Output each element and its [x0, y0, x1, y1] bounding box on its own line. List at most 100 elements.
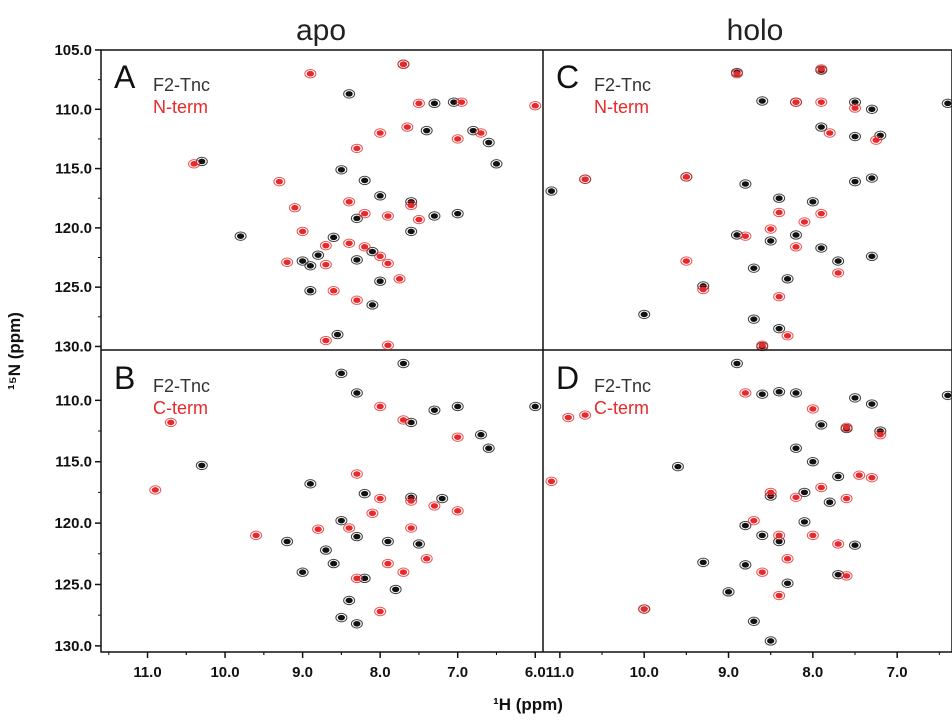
series-black-c-peak-ring — [638, 309, 651, 320]
series-black-b-peak — [345, 597, 353, 604]
series-red-c-peak — [817, 99, 825, 105]
series-black-a-peak-ring — [350, 213, 363, 224]
series-black-a-peak-ring — [420, 125, 433, 136]
series-red-d-peak-ring — [840, 571, 853, 581]
series-black-c-peak — [750, 316, 758, 322]
series-red-c-peak-ring — [789, 97, 802, 107]
legend-black-c: F2-Tnc — [594, 75, 651, 95]
series-red-a-peak — [384, 342, 392, 349]
series-black-d-peak-ring — [747, 616, 760, 627]
series-black-c-peak — [792, 232, 800, 238]
series-red-d-peak — [741, 390, 749, 396]
series-black-b-peak — [485, 445, 493, 452]
series-red-a-peak-ring — [358, 242, 371, 252]
x-axis-label: ¹H (ppm) — [493, 695, 563, 714]
series-red-d-peak — [842, 495, 851, 502]
series-red-c-peak-ring — [680, 256, 693, 266]
series-red-c-peak-ring — [773, 207, 786, 218]
series-red-d-peak — [792, 494, 800, 501]
series-red-a-peak — [306, 70, 314, 77]
series-red-b-peak-ring — [374, 606, 387, 617]
x-tick-label-d: 11.0 — [546, 664, 574, 681]
legend-black-a: F2-Tnc — [153, 75, 210, 95]
series-red-a-peak-ring — [412, 98, 425, 109]
series-black-b-peak-ring — [343, 595, 356, 606]
series-black-d-peak-ring — [865, 399, 878, 409]
series-red-b-peak — [314, 526, 322, 533]
series-black-d-peak — [834, 571, 842, 578]
series-black-a-peak — [306, 287, 314, 294]
series-red-b-peak-ring — [250, 530, 263, 541]
series-red-b-peak-ring — [451, 506, 464, 516]
series-black-b-peak-ring — [389, 584, 402, 595]
series-red-c-peak — [733, 70, 741, 77]
series-black-d-peak-ring — [798, 517, 811, 527]
series-black-d-peak — [724, 589, 733, 595]
series-red-a-peak — [322, 261, 330, 268]
series-black-b-peak — [337, 517, 345, 524]
series-red-d-peak-ring — [806, 404, 819, 414]
series-red-d-peak — [842, 573, 851, 579]
series-black-b-peak-ring — [335, 612, 348, 623]
series-red-d-peak — [775, 532, 783, 539]
series-black-a-peak-ring — [374, 276, 387, 286]
series-black-c-peak — [851, 133, 859, 140]
series-black-b-peak-ring — [350, 531, 363, 542]
series-black-b-peak-ring — [397, 358, 410, 369]
series-red-a-peak — [407, 202, 415, 209]
series-black-b-peak-ring — [436, 493, 449, 504]
series-black-a-peak-ring — [451, 208, 464, 219]
y-tick-label-b: 110.0 — [55, 392, 92, 409]
series-black-d-peak — [741, 522, 749, 529]
series-red-d-peak-ring — [806, 530, 819, 541]
series-red-a-peak — [361, 210, 369, 217]
series-black-d-peak-ring — [764, 636, 777, 646]
series-red-c-peak-ring — [764, 224, 777, 234]
series-red-c-peak — [581, 176, 589, 183]
series-red-b-peak — [151, 487, 159, 493]
series-black-a-peak-ring — [327, 232, 340, 243]
series-black-d-peak — [674, 463, 682, 470]
series-red-b-peak-ring — [350, 469, 363, 479]
legend-black-b: F2-Tnc — [153, 376, 210, 396]
series-red-a-peak-ring — [319, 335, 332, 346]
y-tick-label-a: 115.0 — [55, 161, 92, 178]
series-black-b-peak-ring — [195, 460, 208, 471]
series-red-d-peak — [547, 478, 556, 485]
legend-red-b: C-term — [153, 398, 208, 418]
series-black-c-peak-ring — [849, 131, 862, 142]
series-black-d-peak-ring — [697, 557, 710, 568]
series-black-c-peak-ring — [815, 243, 828, 253]
series-red-d-peak-ring — [545, 476, 558, 487]
series-black-a-peak — [198, 158, 206, 165]
series-black-d-peak — [775, 538, 783, 545]
y-tick-label-b: 115.0 — [55, 454, 92, 471]
series-red-a-peak — [399, 61, 408, 68]
series-black-a-peak — [368, 302, 377, 308]
series-black-b-peak — [407, 419, 415, 426]
series-red-a-peak-ring — [529, 101, 542, 111]
series-red-b-peak — [345, 525, 353, 531]
series-red-c-peak-ring — [815, 97, 828, 107]
series-red-c-peak — [775, 293, 783, 300]
series-red-b-peak — [430, 503, 439, 509]
series-black-d-peak — [851, 395, 859, 401]
series-red-b-peak — [399, 569, 408, 576]
series-red-a-peak — [345, 198, 353, 205]
series-red-a-peak-ring — [401, 122, 414, 132]
series-red-a-peak-ring — [281, 257, 294, 267]
series-black-d-peak-ring — [773, 387, 786, 397]
series-red-d-peak-ring — [764, 487, 777, 498]
series-black-a-peak — [314, 252, 322, 258]
series-red-c-peak — [775, 209, 783, 216]
series-red-c-peak — [817, 66, 825, 72]
series-red-a-peak-ring — [381, 258, 394, 269]
series-black-c-peak-ring — [545, 186, 558, 196]
series-red-a-peak — [283, 259, 291, 266]
series-black-d-peak — [767, 638, 775, 644]
series-red-c-peak — [792, 99, 800, 105]
legend-red-a: N-term — [153, 97, 208, 117]
series-red-d-peak-ring — [579, 410, 592, 420]
series-black-a-peak — [299, 258, 307, 264]
